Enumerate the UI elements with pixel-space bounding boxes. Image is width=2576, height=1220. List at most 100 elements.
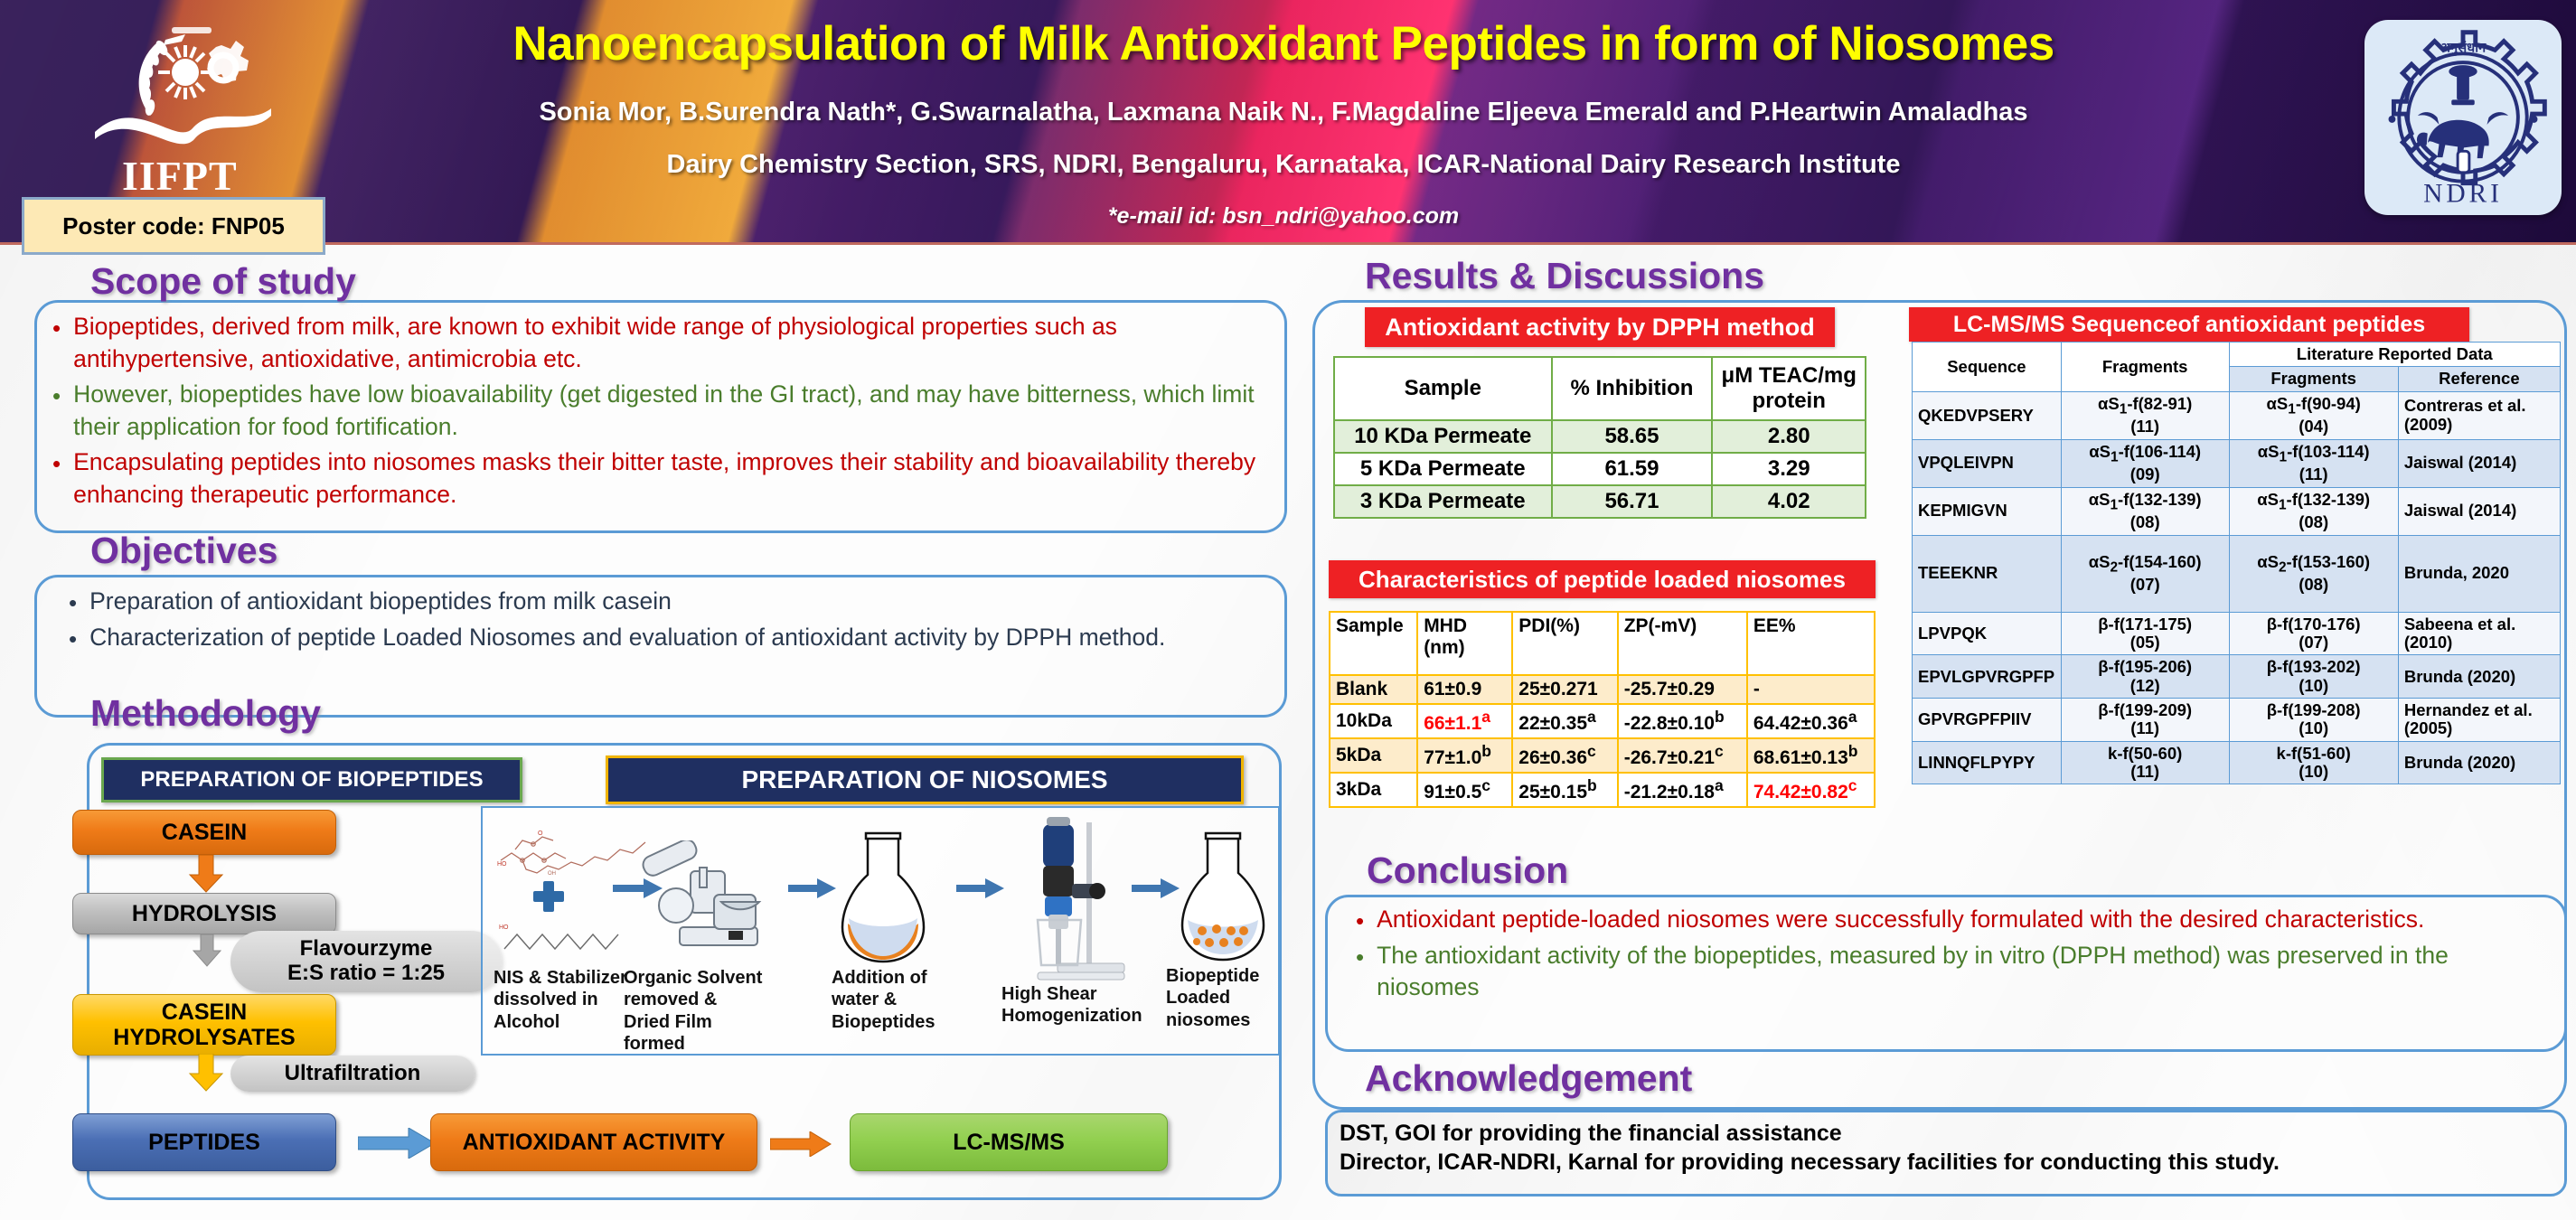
cell-sequence: GPVRGPFPIIV <box>1912 698 2062 742</box>
lcms-col-lit-fragments: Fragments <box>2228 366 2399 392</box>
cell-lit-fragments: αS1-f(103-114) (11) <box>2228 438 2399 488</box>
cell-reference: Brunda (2020) <box>2397 740 2562 785</box>
cell-sample: 5 KDa Permeate <box>1333 452 1553 486</box>
nis-stabilizer-molecule-icon: HO O OH HO <box>497 831 646 951</box>
flow-hydrolysis: HYDROLYSIS <box>72 893 336 934</box>
cell-sample: 3 KDa Permeate <box>1333 484 1553 519</box>
list-item: • Antioxidant peptide-loaded niosomes wer… <box>1356 906 2425 934</box>
arrow-down-icon <box>192 934 222 967</box>
acknowledgement-text: DST, GOI for providing the financial ass… <box>1340 1119 2551 1177</box>
ack-line-1: DST, GOI for providing the financial ass… <box>1340 1121 1842 1146</box>
cell-mhd: 77±1.0b <box>1416 737 1514 774</box>
flavourzyme-label: Flavourzyme <box>299 936 433 962</box>
poster-code-badge: Poster code: FNP05 <box>22 197 325 255</box>
high-shear-homogenizer-icon <box>1036 817 1125 981</box>
dpph-col-inhibition: % Inhibition <box>1550 356 1714 421</box>
table-header-row: Fragments Reference <box>1913 366 2562 392</box>
cell-fragments: αS2-f(154-160) (07) <box>2060 534 2230 613</box>
char-col-pdi: PDI(%) <box>1511 611 1619 676</box>
objectives-bullets: • Preparation of antioxidant biopeptides … <box>69 586 1262 657</box>
arrow-down-icon <box>188 855 224 893</box>
char-col-zp: ZP(-mV) <box>1616 611 1748 676</box>
cell-sample: 10kDa <box>1328 703 1419 739</box>
table-row: LPVPQK β-f(171-175) (05) β-f(170-176) (07)… <box>1912 611 2562 656</box>
characteristics-table: Sample MHD (nm) PDI(%) ZP(-mV) EE% Blank… <box>1328 611 1876 808</box>
table-row: 3kDa 91±0.5c 25±0.15b -21.2±0.18a 74.42±… <box>1328 772 1876 808</box>
niosome-step-5: Biopeptide Loaded niosomes <box>1166 966 1260 1030</box>
lcms-col-fragments: Fragments <box>2060 342 2230 392</box>
cell-lit-fragments: β-f(199-208) (10) <box>2228 698 2399 742</box>
iifpt-emblem-icon <box>95 27 271 145</box>
cell-fragments: k-f(50-60) (11) <box>2060 740 2230 785</box>
cell-reference: Jaiswal (2014) <box>2397 486 2562 536</box>
svg-text:O: O <box>538 831 543 837</box>
list-item: • Biopeptides, derived from milk, are kno… <box>52 313 1117 372</box>
conclusion-box <box>1325 895 2567 1052</box>
table-row: LINNQFLPYPY k-f(50-60) (11) k-f(51-60) (10… <box>1912 740 2562 785</box>
iifpt-wordmark: IIFPT <box>122 153 238 199</box>
svg-text:HO: HO <box>497 861 507 868</box>
prep-biopeptides-bar: PREPARATION OF BIOPEPTIDES <box>101 757 522 802</box>
cell-lit-fragments: αS1-f(90-94) (04) <box>2228 390 2399 440</box>
cell-pdi: 22±0.35a <box>1511 703 1619 739</box>
cell-pdi: 25±0.271 <box>1511 674 1619 705</box>
contact-email: *e-mail id: bsn_ndri@yahoo.com <box>1107 203 1460 229</box>
flask-water-biopeptides-icon <box>841 831 926 963</box>
cell-sequence: QKEDVPSERY <box>1912 390 2062 440</box>
ndri-wordmark: NDRI <box>2423 179 2503 208</box>
table-row: VPQLEIVPN αS1-f(106-114) (09) αS1-f(103-1… <box>1912 438 2562 488</box>
list-item: • However, biopeptides have low bioavaila… <box>52 380 1255 440</box>
cell-fragments: β-f(195-206) (12) <box>2060 654 2230 699</box>
lcms-group-literature: Literature Reported Data <box>2228 341 2562 368</box>
char-col-mhd: MHD (nm) <box>1416 611 1514 676</box>
cell-ee: 68.61±0.13b <box>1745 737 1876 774</box>
conclusion-heading: Conclusion <box>1367 849 1569 891</box>
flow-lcmsms: LC-MS/MS <box>850 1113 1168 1171</box>
cell-sample: 5kDa <box>1328 737 1419 774</box>
table-row: 10 KDa Permeate 58.65 2.80 <box>1333 419 1866 454</box>
table-row: 5kDa 77±1.0b 26±0.36c -26.7±0.21c 68.61±… <box>1328 737 1876 774</box>
page-title: Nanoencapsulation of Milk Antioxidant Pe… <box>512 17 2054 70</box>
bullet-dot-icon: • <box>69 624 78 652</box>
cell-sequence: KEPMIGVN <box>1912 486 2062 536</box>
char-col-sample: Sample <box>1328 611 1419 676</box>
table-row: Blank 61±0.9 25±0.271 -25.7±0.29 - <box>1328 674 1876 705</box>
cell-reference: Sabeena et al. (2010) <box>2397 611 2562 656</box>
niosome-step-1: NIS & Stabilizer dissolved in Alcohol <box>494 968 627 1032</box>
flow-ultrafiltration-note: Ultrafiltration <box>230 1056 475 1092</box>
list-item: • Encapsulating peptides into niosomes ma… <box>52 448 1256 508</box>
list-item: • Preparation of antioxidant biopeptides … <box>69 587 672 616</box>
lcms-table: Sequence Fragments Literature Reported D… <box>1912 341 2562 785</box>
arrow-right-icon <box>788 878 836 898</box>
cell-lit-fragments: β-f(193-202) (10) <box>2228 654 2399 699</box>
bullet-dot-icon: • <box>52 382 61 409</box>
hydrolysates-line2: HYDROLYSATES <box>113 1025 296 1050</box>
flow-peptides: PEPTIDES <box>72 1113 336 1171</box>
author-list: Sonia Mor, B.Surendra Nath*, G.Swarnalat… <box>539 98 2028 127</box>
dpph-col-teac: μM TEAC/mg protein <box>1711 356 1866 421</box>
cell-zp: -25.7±0.29 <box>1616 674 1748 705</box>
ndri-hindi-text: अनुसंधान <box>2440 40 2487 56</box>
table-header-row: Sample % Inhibition μM TEAC/mg protein <box>1333 356 1866 421</box>
cell-sequence: LPVPQK <box>1912 611 2062 656</box>
acknowledgement-box <box>1325 1110 2567 1197</box>
bullet-dot-icon: • <box>1356 907 1365 934</box>
characteristics-table-title: Characteristics of peptide loaded niosom… <box>1329 560 1876 598</box>
objectives-box <box>34 575 1287 718</box>
arrow-down-icon <box>188 1054 224 1092</box>
conclusion-bullets: • Antioxidant peptide-loaded niosomes wer… <box>1356 904 2547 1008</box>
table-header-row: Sample MHD (nm) PDI(%) ZP(-mV) EE% <box>1328 611 1876 676</box>
scope-box <box>34 300 1287 533</box>
prep-niosomes-bar: PREPARATION OF NIOSOMES <box>606 755 1244 804</box>
dpph-table: Sample % Inhibition μM TEAC/mg protein 1… <box>1333 356 1866 519</box>
cell-reference: Jaiswal (2014) <box>2397 438 2562 488</box>
es-ratio-label: E:S ratio = 1:25 <box>287 961 446 985</box>
results-heading: Results & Discussions <box>1365 255 1765 296</box>
cell-reference: Brunda (2020) <box>2397 654 2562 699</box>
arrow-right-icon <box>358 1128 436 1159</box>
iifpt-logo: IIFPT <box>86 18 294 208</box>
table-row: TEEEKNR αS2-f(154-160) (07) αS2-f(153-160… <box>1912 534 2562 613</box>
svg-text:OH: OH <box>548 871 556 877</box>
affiliation: Dairy Chemistry Section, SRS, NDRI, Beng… <box>666 150 1901 179</box>
